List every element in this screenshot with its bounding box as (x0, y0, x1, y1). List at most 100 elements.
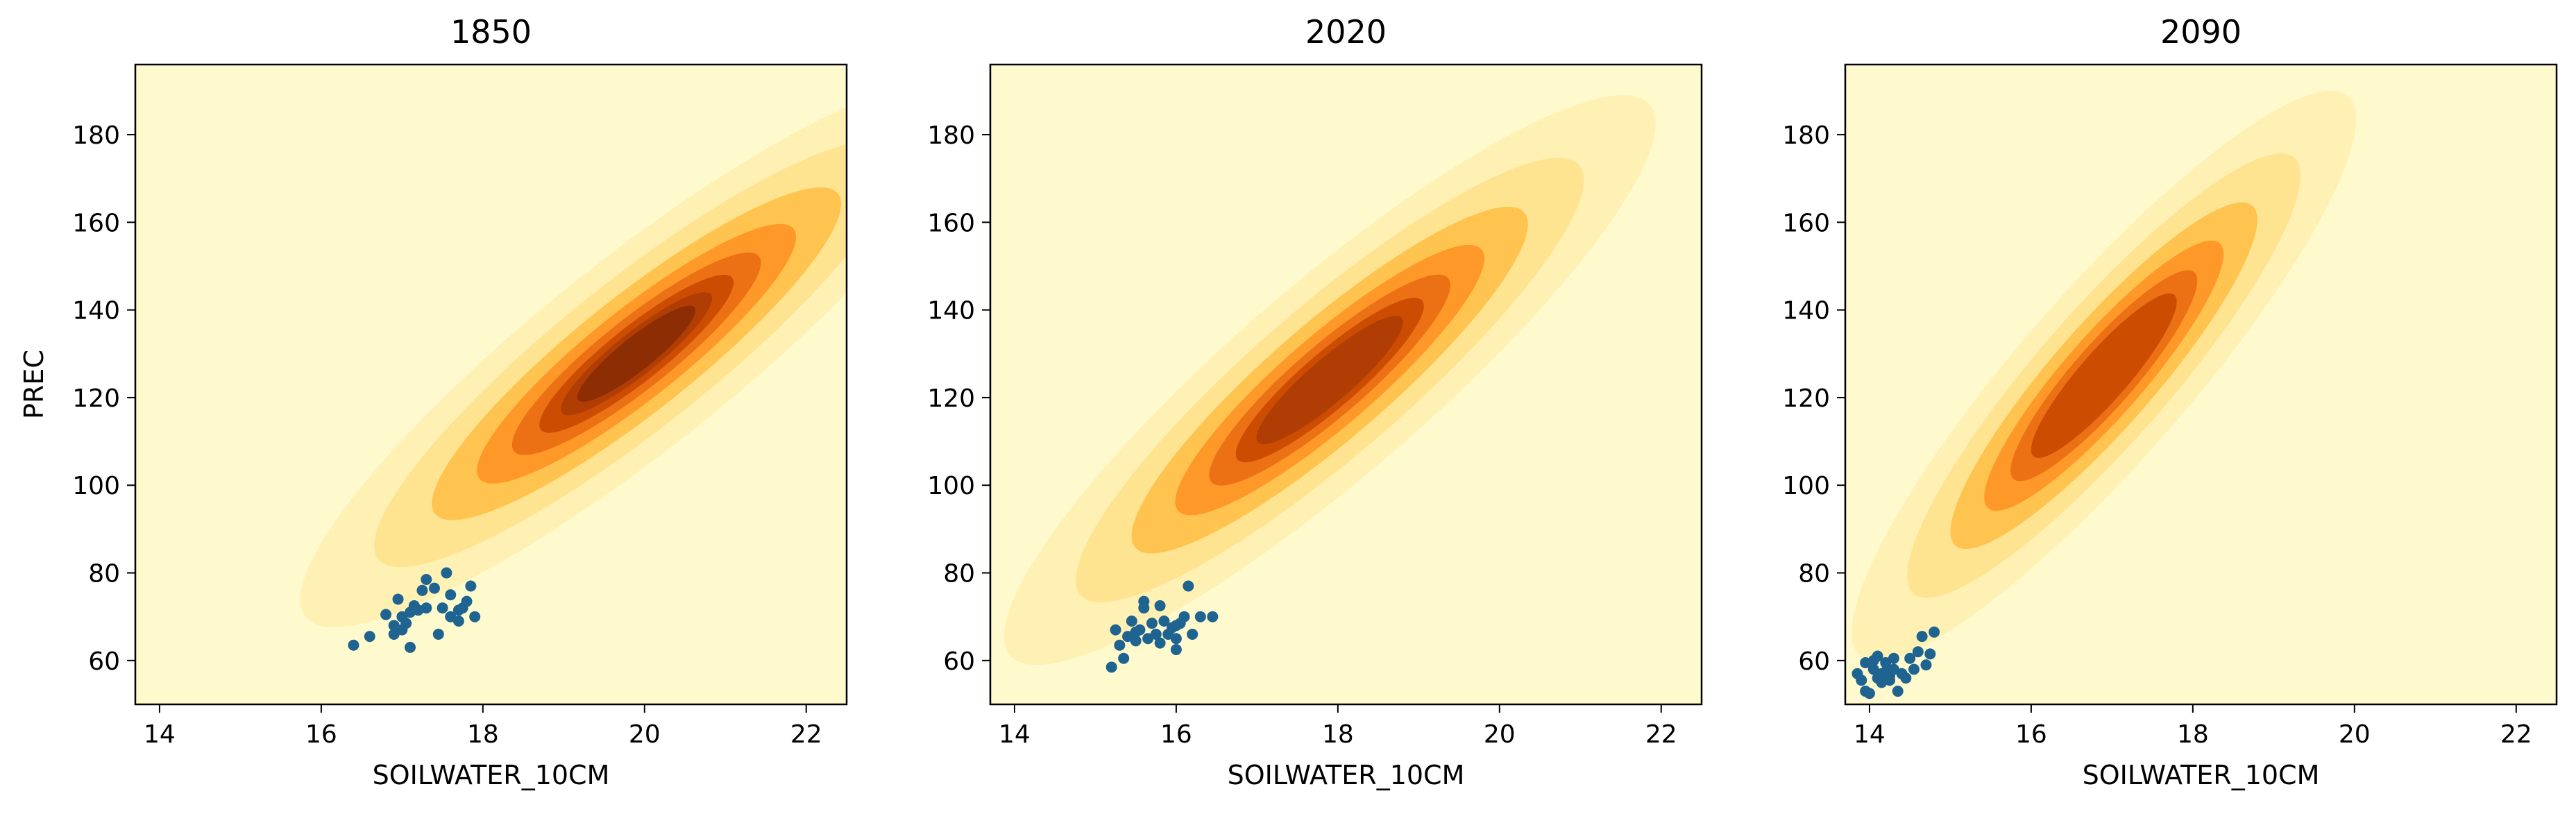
panel-title: 1850 (450, 13, 532, 51)
scatter-point (1183, 580, 1194, 592)
scatter-point (1194, 611, 1206, 622)
scatter-point (1170, 633, 1182, 645)
y-tick-label: 80 (88, 560, 120, 588)
scatter-points (348, 567, 481, 653)
scatter-point (1920, 659, 1932, 671)
scatter-point (1856, 675, 1867, 686)
scatter-point (465, 580, 477, 592)
x-tick-label: 14 (144, 720, 176, 749)
scatter-point (392, 593, 404, 605)
y-tick-label: 60 (88, 647, 120, 676)
scatter-point (1929, 626, 1940, 638)
y-tick-label: 120 (927, 384, 975, 413)
scatter-point (432, 628, 444, 640)
x-tick-label: 20 (2339, 720, 2371, 749)
axes-frame (1844, 63, 2558, 706)
y-tick-label: 140 (1782, 297, 1830, 325)
scatter-point (364, 631, 375, 643)
scatter-points (1852, 626, 1940, 699)
scatter-point (1154, 637, 1166, 649)
axes-frame (134, 63, 848, 706)
scatter-point (469, 611, 481, 622)
kde-contours (1852, 90, 2357, 661)
scatter-point (441, 567, 452, 579)
y-tick-label: 160 (72, 209, 120, 237)
scatter-point (1118, 652, 1130, 664)
y-tick-label: 80 (943, 560, 975, 588)
scatter-point (408, 600, 420, 611)
panel-title: 2020 (1305, 13, 1387, 51)
scatter-point (1130, 626, 1142, 638)
scatter-point (1924, 648, 1936, 660)
kde-contours (300, 80, 847, 627)
y-tick-label: 140 (927, 297, 975, 325)
x-axis-label: SOILWATER_10CM (2083, 760, 2320, 790)
x-tick-label: 18 (467, 720, 499, 749)
scatter-point (1207, 611, 1219, 622)
scatter-point (1187, 628, 1198, 640)
panel-2090: 14 16 18 20 22 60 80 100 120 140 160 180 2090 SOILWAT… (1782, 13, 2558, 790)
kde-contours (1003, 95, 1656, 665)
scatter-point (1154, 600, 1166, 611)
scatter-point (380, 609, 392, 620)
x-axis-label: SOILWATER_10CM (1228, 760, 1465, 790)
scatter-point (1150, 628, 1162, 640)
y-tick-label: 160 (927, 209, 975, 237)
y-tick-label: 120 (1782, 384, 1830, 413)
x-tick-label: 16 (2015, 720, 2047, 749)
y-tick-label: 100 (1782, 472, 1830, 500)
scatter-point (1170, 644, 1182, 656)
scatter-point (405, 641, 416, 653)
scatter-point (348, 639, 359, 651)
scatter-point (1892, 686, 1904, 697)
scatter-point (1178, 611, 1190, 622)
x-tick-label: 22 (2500, 720, 2532, 749)
panel-1850: 14 16 18 20 22 60 80 100 120 140 160 180 1850 SOILWAT… (19, 13, 848, 790)
scatter-point (1158, 616, 1170, 627)
scatter-point (1863, 688, 1875, 699)
scatter-point (1867, 654, 1879, 666)
scatter-point (416, 584, 428, 596)
kde-level-6 (2031, 293, 2177, 458)
scatter-point (1912, 646, 1924, 658)
scatter-point (1110, 624, 1121, 636)
scatter-point (1146, 618, 1158, 629)
scatter-point (1904, 652, 1916, 664)
scatter-point (1888, 652, 1899, 664)
scatter-point (457, 602, 468, 614)
x-tick-label: 14 (999, 720, 1031, 749)
x-axis-label: SOILWATER_10CM (373, 760, 610, 790)
panel-title: 2090 (2160, 13, 2242, 51)
y-tick-label: 80 (1798, 560, 1830, 588)
scatter-point (437, 602, 448, 614)
y-axis-label: PREC (19, 350, 49, 419)
x-tick-label: 16 (1160, 720, 1192, 749)
kde-level-8 (577, 305, 696, 402)
y-tick-label: 100 (72, 472, 120, 500)
scatter-point (445, 589, 457, 601)
x-tick-label: 20 (629, 720, 661, 749)
kde-level-7 (1256, 316, 1403, 445)
scatter-point (1114, 639, 1126, 651)
y-tick-label: 180 (72, 121, 120, 150)
x-tick-label: 22 (790, 720, 822, 749)
scatter-point (1105, 661, 1117, 673)
scatter-points (1105, 580, 1219, 673)
scatter-point (1130, 635, 1142, 647)
scatter-point (1900, 672, 1912, 684)
x-tick-label: 18 (1322, 720, 1354, 749)
scatter-point (1916, 631, 1928, 643)
x-tick-label: 22 (1645, 720, 1677, 749)
x-tick-label: 20 (1484, 720, 1516, 749)
scatter-point (445, 611, 457, 622)
axes-frame (989, 63, 1703, 706)
y-tick-label: 180 (1782, 121, 1830, 150)
x-tick-label: 18 (2177, 720, 2209, 749)
scatter-point (1884, 670, 1896, 681)
scatter-point (421, 574, 432, 586)
scatter-point (1170, 620, 1182, 631)
scatter-point (396, 624, 408, 636)
y-tick-label: 100 (927, 472, 975, 500)
scatter-point (421, 602, 432, 614)
